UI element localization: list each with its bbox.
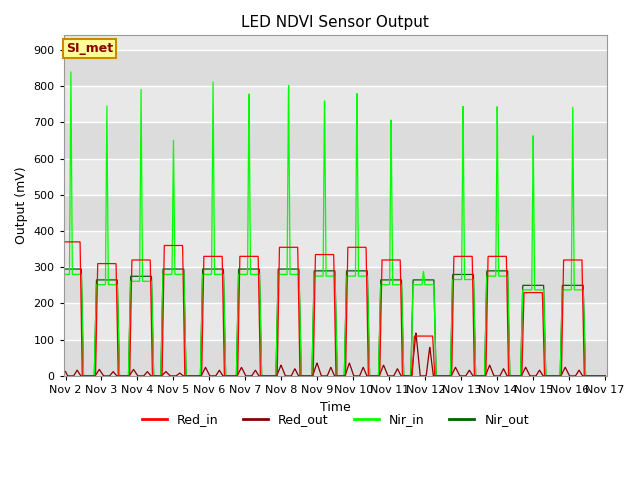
Bar (64, 340, 607, 376)
Bar (64, 86, 607, 122)
Text: SI_met: SI_met (66, 42, 113, 55)
Bar (64, 195, 607, 231)
Bar (64, 267, 607, 303)
X-axis label: Time: Time (320, 400, 351, 413)
Bar (64, 122, 607, 158)
Legend: Red_in, Red_out, Nir_in, Nir_out: Red_in, Red_out, Nir_in, Nir_out (136, 408, 534, 431)
Bar (64, 231, 607, 267)
Y-axis label: Output (mV): Output (mV) (15, 167, 28, 244)
Bar (64, 50, 607, 86)
Title: LED NDVI Sensor Output: LED NDVI Sensor Output (241, 15, 429, 30)
Bar (64, 158, 607, 195)
Bar (64, 303, 607, 340)
Bar (64, 36, 607, 50)
